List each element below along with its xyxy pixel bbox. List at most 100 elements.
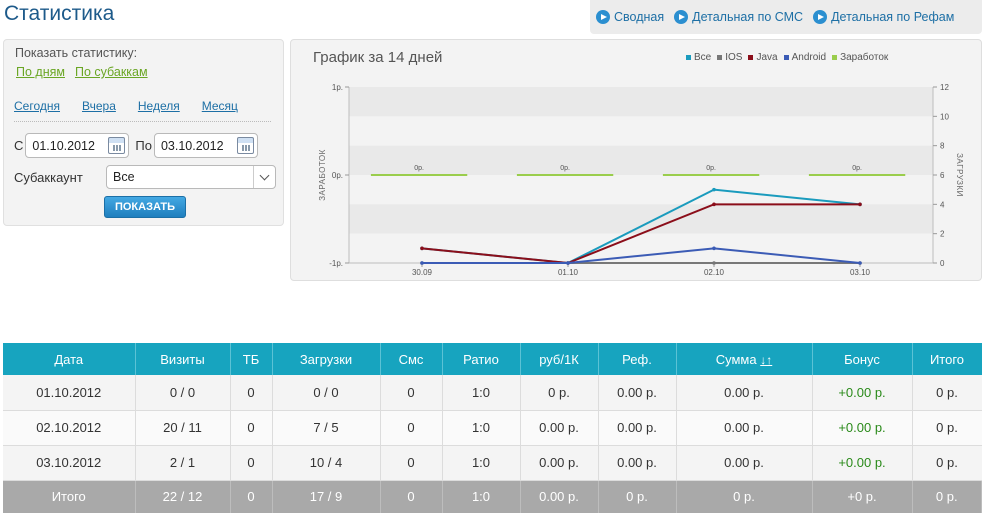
nav-link-label: Сводная <box>614 10 665 24</box>
date-from-value: 01.10.2012 <box>32 138 95 153</box>
subaccount-select[interactable]: Все <box>106 165 276 189</box>
cell-bonus: +0.00 р. <box>812 375 913 411</box>
cell-ratio: 1:0 <box>442 375 521 411</box>
period-week-link[interactable]: Неделя <box>137 99 180 113</box>
cell-ref: 0.00 р. <box>598 410 677 446</box>
grid-band <box>349 233 933 263</box>
col-header-visits[interactable]: Визиты <box>135 343 231 375</box>
grid-band <box>349 145 933 175</box>
col-header-sms[interactable]: Смс <box>380 343 443 375</box>
chevron-down-icon[interactable] <box>253 166 275 188</box>
period-month-link[interactable]: Месяц <box>201 99 238 113</box>
cell-tb: 0 <box>230 410 273 446</box>
col-header-ref[interactable]: Реф. <box>598 343 677 375</box>
calendar-icon[interactable] <box>108 137 126 154</box>
y-right-tick-label: 2 <box>940 230 945 239</box>
col-header-total[interactable]: Итого <box>912 343 982 375</box>
chart-title: График за 14 дней <box>313 49 443 66</box>
mode-by-days-link[interactable]: По дням <box>16 65 65 79</box>
legend-item[interactable]: Заработок <box>832 52 888 63</box>
series-point <box>712 187 716 192</box>
nav-link-label: Детальная по Рефам <box>831 10 955 24</box>
play-circle-icon <box>674 10 689 24</box>
cell-sum: 0.00 р. <box>676 410 813 446</box>
total-cell-date: Итого <box>3 480 136 513</box>
cell-tb: 0 <box>230 445 273 481</box>
stats-table: Дата Визиты ТБ Загрузки Смс Ратио руб/1К… <box>3 343 982 513</box>
series-point <box>858 261 862 265</box>
legend-item[interactable]: Все <box>686 52 711 63</box>
series-point <box>858 202 862 207</box>
cell-date: 02.10.2012 <box>3 410 136 446</box>
col-header-sum[interactable]: Сумма ↓↑ <box>676 343 813 375</box>
total-cell-rub-per-1k: 0.00 р. <box>520 480 599 513</box>
cell-tb: 0 <box>230 375 273 411</box>
line-chart: 0 2 4 6 8 10 12 1р. 0р. -1р. 30.09 01.10 02.10 03.10 З… <box>318 83 964 277</box>
col-header-date[interactable]: Дата <box>3 343 136 375</box>
y-right-tick-label: 0 <box>940 259 945 268</box>
earnings-data-label: 0р. <box>414 165 424 172</box>
x-tick-label: 02.10 <box>704 268 725 277</box>
total-cell-sum: 0 р. <box>676 480 813 513</box>
grid-band <box>349 87 933 117</box>
cell-ratio: 1:0 <box>442 410 521 446</box>
filter-panel: Показать статистику: По дням По субаккам… <box>3 39 284 226</box>
legend-swatch <box>783 55 789 60</box>
legend-item[interactable]: Android <box>783 52 826 63</box>
series-point <box>420 246 424 251</box>
date-from-field[interactable]: 01.10.2012 <box>25 133 130 158</box>
series-point <box>712 202 716 207</box>
y-left-tick-label: 0р. <box>332 171 343 180</box>
legend-swatch <box>686 55 691 60</box>
col-header-rub-per-1k[interactable]: руб/1К <box>520 343 599 375</box>
y-right-axis-title: ЗАГРУЗКИ <box>955 153 964 197</box>
legend-swatch <box>832 55 838 60</box>
mode-by-subaccounts-link[interactable]: По субаккам <box>74 65 148 79</box>
grid-band <box>349 175 933 205</box>
col-header-tb[interactable]: ТБ <box>230 343 273 375</box>
cell-downloads: 7 / 5 <box>272 410 381 446</box>
filter-caption: Показать статистику: <box>15 46 138 60</box>
cell-bonus: +0.00 р. <box>812 445 913 481</box>
sort-arrows-icon[interactable]: ↓↑ <box>760 352 773 367</box>
date-to-field[interactable]: 03.10.2012 <box>153 133 258 158</box>
col-header-ratio[interactable]: Ратио <box>442 343 521 375</box>
cell-visits: 0 / 0 <box>135 375 231 411</box>
total-cell-downloads: 17 / 9 <box>272 480 381 513</box>
col-header-downloads[interactable]: Загрузки <box>272 343 381 375</box>
legend-swatch <box>717 55 723 60</box>
nav-sms-detail-link[interactable]: Детальная по СМС <box>674 10 803 24</box>
cell-visits: 20 / 11 <box>135 410 231 446</box>
y-right-tick-label: 6 <box>940 171 945 180</box>
nav-summary-link[interactable]: Сводная <box>596 10 664 24</box>
col-header-bonus[interactable]: Бонус <box>812 343 913 375</box>
y-right-tick-label: 4 <box>940 200 945 209</box>
total-cell-bonus: +0 р. <box>812 480 913 513</box>
earnings-data-label: 0р. <box>852 165 862 172</box>
total-cell-ratio: 1:0 <box>442 480 521 513</box>
play-circle-icon <box>813 10 828 24</box>
cell-visits: 2 / 1 <box>135 445 231 481</box>
play-circle-icon <box>596 10 610 24</box>
legend-label: Заработок <box>840 52 889 63</box>
y-left-tick-label: -1р. <box>329 259 343 268</box>
y-left-axis-title: ЗАРАБОТОК <box>318 149 327 201</box>
total-cell-sms: 0 <box>380 480 443 513</box>
total-cell-total: 0 р. <box>912 480 982 513</box>
divider <box>14 121 271 122</box>
period-today-link[interactable]: Сегодня <box>14 99 60 113</box>
subaccount-label: Субаккаунт <box>14 169 83 185</box>
cell-sum: 0.00 р. <box>676 445 813 481</box>
y-right-tick-label: 8 <box>940 142 945 151</box>
calendar-icon[interactable] <box>236 137 254 154</box>
cell-total: 0 р. <box>912 375 982 411</box>
grid-band <box>349 204 933 234</box>
subaccount-selected-value: Все <box>113 170 135 184</box>
show-button[interactable]: ПОКАЗАТЬ <box>104 196 186 218</box>
legend-item[interactable]: IOS <box>717 52 742 63</box>
nav-referral-detail-link[interactable]: Детальная по Рефам <box>813 10 954 24</box>
legend-item[interactable]: Java <box>748 52 778 63</box>
period-yesterday-link[interactable]: Вчера <box>82 99 116 113</box>
y-right-tick-label: 10 <box>940 112 949 121</box>
